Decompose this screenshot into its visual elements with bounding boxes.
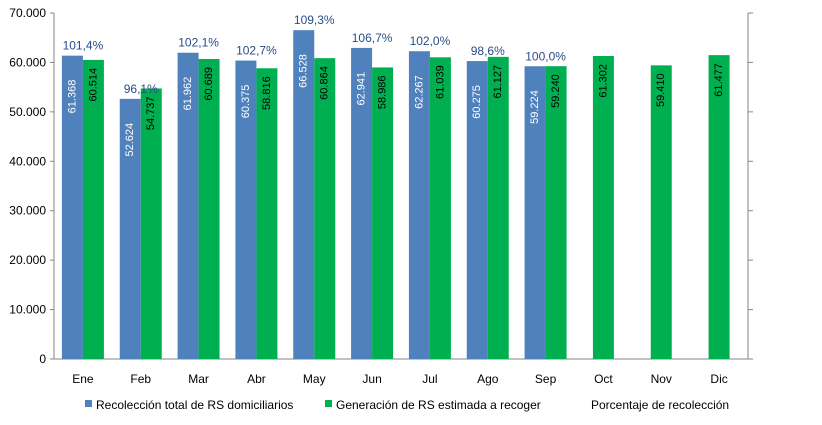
- x-tick-label: Ene: [72, 372, 94, 386]
- bar-generacion: [256, 68, 278, 359]
- percentage-label: 102,0%: [410, 34, 451, 48]
- bar-generacion: [314, 58, 336, 359]
- legend-label: Generación de RS estimada a recoger: [336, 398, 541, 412]
- bar-generacion-label: 58.816: [261, 76, 273, 110]
- x-tick-label: Feb: [130, 372, 151, 386]
- y-tick-label: 0: [39, 352, 46, 366]
- bar-generacion-label: 61.477: [713, 63, 725, 97]
- x-tick-label: Sep: [535, 372, 557, 386]
- bar-recoleccion-label: 52.624: [124, 123, 136, 157]
- x-tick-label: Oct: [594, 372, 613, 386]
- bar-recoleccion: [408, 51, 430, 359]
- x-axis-labels: Ene Feb Mar Abr May Jun Jul Ago Sep Oct Nov Dic: [72, 372, 728, 386]
- y-axis-left-ticks: 0 10.000 20.000 30.000 40.000 50.000 60.000 70.…: [9, 6, 54, 366]
- bar-recoleccion: [293, 30, 315, 360]
- percentage-label: 102,1%: [178, 36, 219, 50]
- bar-generacion-label: 54.737: [145, 96, 157, 130]
- bar-generacion-label: 59.240: [550, 74, 562, 108]
- y-tick-label: 60.000: [9, 55, 46, 69]
- legend-label: Porcentaje de recolección: [591, 398, 729, 412]
- percentage-label: 109,3%: [294, 13, 335, 27]
- percentage-label: 98,6%: [471, 44, 505, 58]
- bar-generacion: [198, 59, 220, 359]
- y-tick-label: 70.000: [9, 6, 46, 20]
- bar-recoleccion: [524, 66, 546, 360]
- bar-generacion: [82, 59, 104, 360]
- y-axis-right-ticks: [748, 12, 753, 360]
- bar-recoleccion-label: 66.528: [298, 54, 310, 88]
- bar-generacion: [429, 57, 451, 360]
- percentage-label: 101,4%: [63, 39, 104, 53]
- y-tick-label: 40.000: [9, 154, 46, 168]
- percentage-label: 96,1%: [124, 82, 158, 96]
- bar-generacion: [545, 66, 567, 359]
- percentage-label: 100,0%: [525, 49, 566, 63]
- x-tick-label: Jun: [362, 372, 381, 386]
- bar-recoleccion: [351, 47, 373, 359]
- bar-recoleccion-label: 61.368: [66, 80, 78, 114]
- x-tick-label: May: [303, 372, 326, 386]
- bar-recoleccion-label: 60.275: [471, 85, 483, 119]
- y-tick-label: 30.000: [9, 204, 46, 218]
- bar-recoleccion-label: 60.375: [240, 85, 252, 119]
- bar-recoleccion: [466, 61, 488, 360]
- plot-area: 0 10.000 20.000 30.000 40.000 50.000 60.000 70.…: [9, 6, 753, 386]
- bar-recoleccion: [119, 98, 141, 359]
- bar-generacion-label: 59.410: [655, 73, 667, 107]
- bar-generacion-label: 60.864: [319, 66, 331, 100]
- bar-generacion-label: 60.514: [87, 68, 99, 102]
- bar-recoleccion: [235, 60, 257, 359]
- bar-recoleccion-label: 62.941: [356, 72, 368, 106]
- y-tick-label: 10.000: [9, 303, 46, 317]
- bar-generacion-label: 61.039: [434, 65, 446, 99]
- bar-generacion: [140, 88, 162, 360]
- bar-generacion: [487, 56, 509, 359]
- legend-marker: [85, 400, 92, 407]
- percentage-label: 102,7%: [236, 44, 277, 58]
- y-tick-label: 20.000: [9, 253, 46, 267]
- bar-generacion: [372, 67, 394, 360]
- bar-recoleccion: [61, 55, 83, 359]
- legend-marker: [325, 400, 332, 407]
- x-tick-label: Abr: [247, 372, 266, 386]
- bar-generacion: [708, 55, 730, 360]
- bar-generacion-label: 61.302: [597, 64, 609, 98]
- x-tick-label: Dic: [710, 372, 727, 386]
- x-tick-label: Ago: [477, 372, 499, 386]
- x-tick-label: Mar: [188, 372, 209, 386]
- bar-generacion-label: 58.986: [377, 75, 389, 109]
- percentage-label: 106,7%: [352, 31, 393, 45]
- y-tick-label: 50.000: [9, 105, 46, 119]
- bar-generacion-label: 61.127: [492, 65, 504, 99]
- bar-recoleccion-label: 61.962: [182, 77, 194, 111]
- bar-recoleccion-label: 59.224: [529, 90, 541, 124]
- bar-recoleccion-label: 62.267: [413, 75, 425, 109]
- bar-generacion: [650, 65, 672, 360]
- legend-label: Recolección total de RS domiciliarios: [96, 398, 293, 412]
- x-tick-label: Nov: [651, 372, 672, 386]
- bar-recoleccion: [177, 52, 199, 360]
- x-tick-label: Jul: [422, 372, 437, 386]
- bar-generacion-label: 60.689: [203, 67, 215, 101]
- bar-generacion: [592, 55, 614, 359]
- legend: Recolección total de RS domiciliarios Gen…: [85, 398, 729, 412]
